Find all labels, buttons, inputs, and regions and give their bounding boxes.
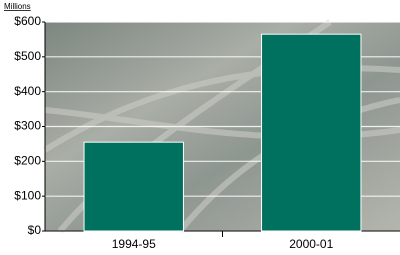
y-axis-title: Millions bbox=[4, 2, 31, 11]
bar bbox=[262, 34, 361, 231]
chart: Millions $0 $100 $200 $300 $400 $500 $600 1994-… bbox=[0, 0, 400, 255]
x-tick-label: 1994-95 bbox=[112, 237, 156, 251]
y-tick-label: $0 bbox=[28, 223, 42, 237]
x-tick-label: 2000-01 bbox=[289, 237, 333, 251]
bar bbox=[84, 142, 183, 231]
y-tick-label: $500 bbox=[14, 49, 41, 63]
y-tick-label: $200 bbox=[14, 154, 41, 168]
y-tick-label: $600 bbox=[14, 14, 41, 28]
y-tick-label: $300 bbox=[14, 119, 41, 133]
page: Millions $0 $100 $200 $300 $400 $500 $600 1994-… bbox=[0, 0, 400, 255]
y-tick-label: $400 bbox=[14, 84, 41, 98]
y-tick-label: $100 bbox=[14, 188, 41, 202]
